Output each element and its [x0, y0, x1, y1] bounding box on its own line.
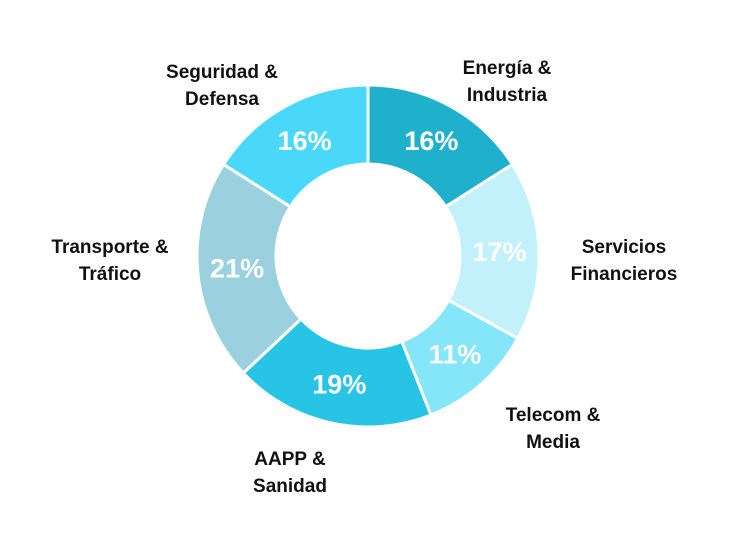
slice-value-label-0: 16% — [404, 126, 458, 156]
category-labels-layer: Energía & Industria Servicios Financieros Te… — [51, 58, 677, 497]
slice-value-label-1: 17% — [472, 237, 526, 267]
donut-slice-3 — [241, 316, 433, 429]
slices-layer — [195, 83, 541, 429]
category-label-2-line-0: Telecom & — [506, 405, 601, 426]
slice-value-label-2: 11% — [429, 340, 482, 370]
category-label-0-line-0: Energía & — [463, 58, 552, 79]
category-label-0-line-1: Industria — [467, 85, 548, 106]
category-label-1-line-1: Financieros — [571, 264, 678, 285]
category-label-3-line-0: AAPP & — [254, 449, 326, 470]
category-label-3-line-1: Sanidad — [253, 476, 327, 497]
slice-value-label-4: 21% — [210, 253, 264, 283]
slice-value-label-3: 19% — [312, 369, 366, 399]
category-label-5-line-0: Seguridad & — [166, 62, 278, 83]
donut-slice-4 — [195, 162, 304, 376]
category-label-4-line-1: Tráfico — [79, 264, 141, 285]
slice-value-label-5: 16% — [278, 126, 332, 156]
category-label-4-line-0: Transporte & — [51, 237, 168, 258]
category-label-1-line-0: Servicios — [582, 237, 667, 258]
category-label-2-line-1: Media — [526, 432, 580, 453]
category-label-5-line-1: Defensa — [185, 89, 259, 110]
value-labels-layer: 16% 17% 11% 19% 21% 16% — [210, 126, 526, 400]
donut-slice-5 — [221, 83, 370, 209]
